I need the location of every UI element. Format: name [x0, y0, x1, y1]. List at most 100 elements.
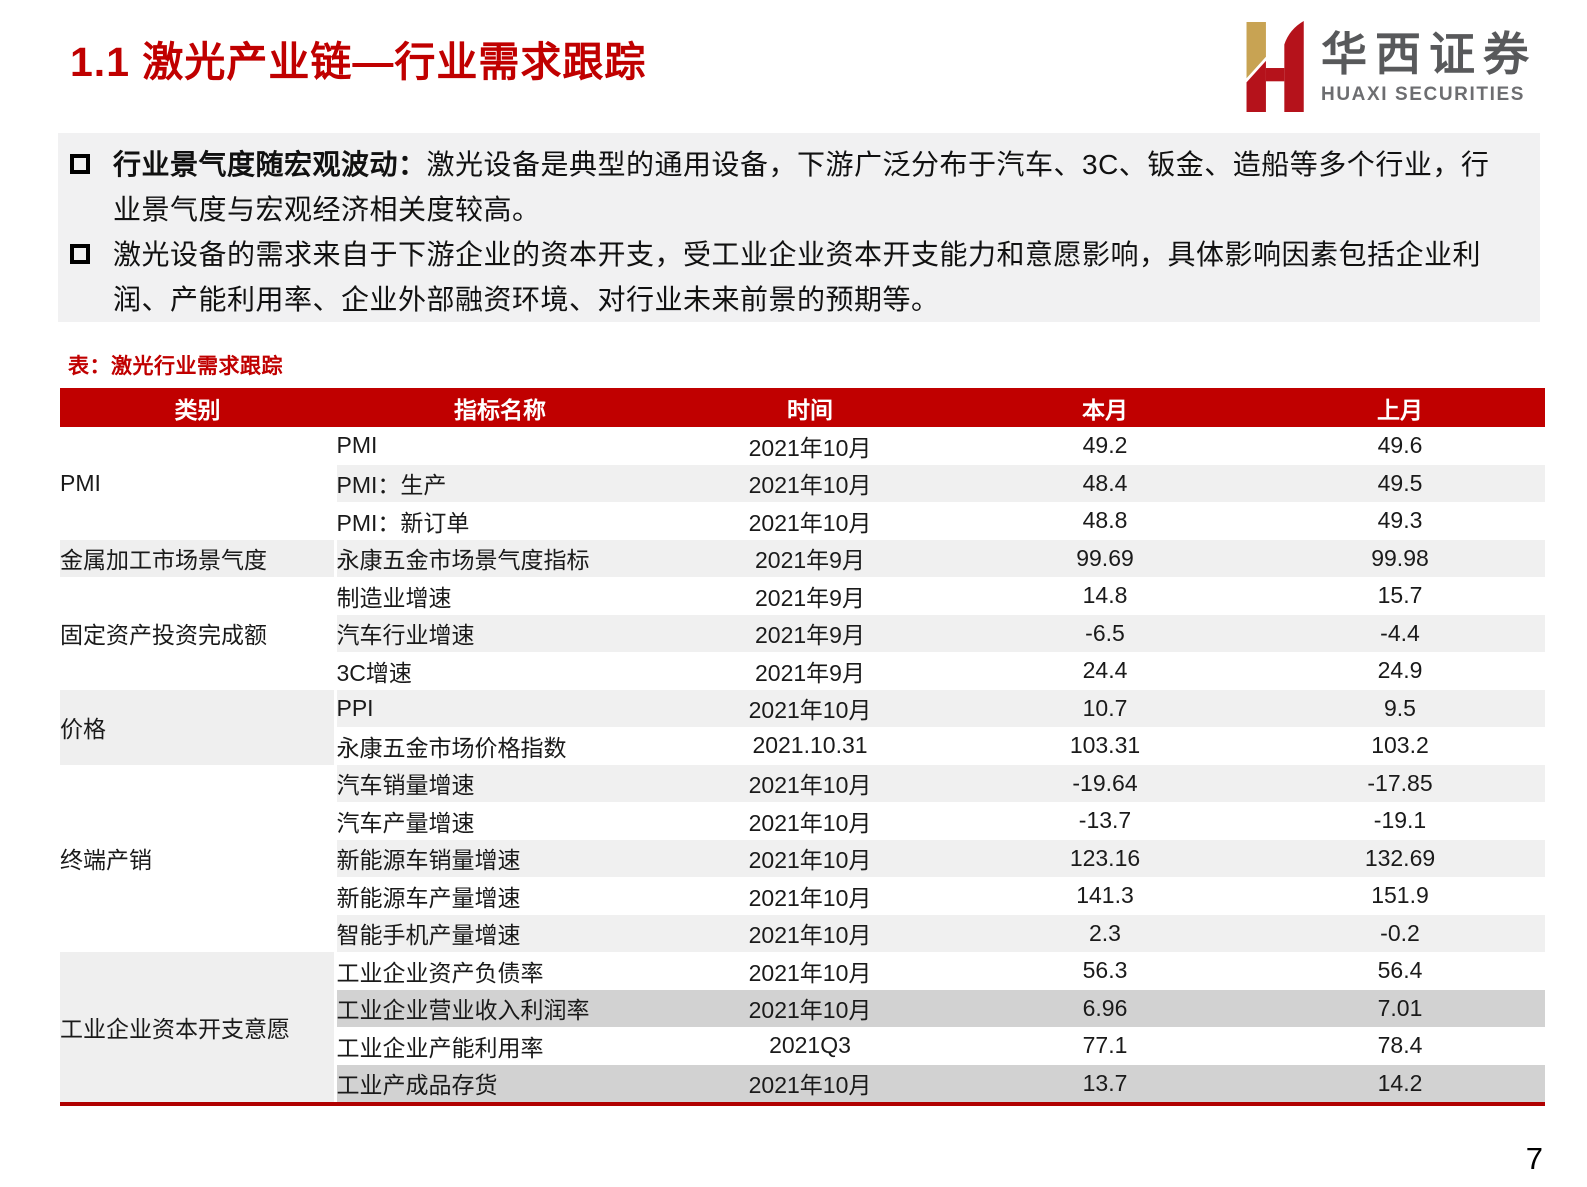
- huaxi-logo: 华西证券 HUAXI SECURITIES: [1233, 20, 1537, 114]
- summary-panel: 行业景气度随宏观波动：激光设备是典型的通用设备，下游广泛分布于汽车、3C、钣金、…: [58, 133, 1540, 322]
- current-month-cell: 2.3: [955, 914, 1255, 952]
- current-month-cell: 48.8: [955, 502, 1255, 540]
- previous-month-cell: 78.4: [1255, 1027, 1545, 1065]
- table-row: 工业企业资本开支意愿 工业企业资产负债率 2021年10月 56.3 56.4: [60, 952, 1545, 1102]
- time-cell: 2021年9月: [665, 539, 955, 577]
- current-month-cell: 10.7: [955, 689, 1255, 727]
- previous-month-cell: 103.2: [1255, 727, 1545, 765]
- huaxi-logo-text: 华西证券 HUAXI SECURITIES: [1321, 27, 1537, 107]
- category-cell: PMI: [60, 427, 337, 540]
- demand-table-wrap: 类别 指标名称 时间 本月 上月 PMI PMI 2021年10月 49.2 49.6 P…: [60, 388, 1545, 1106]
- bullet-text: 行业景气度随宏观波动：激光设备是典型的通用设备，下游广泛分布于汽车、3C、钣金、…: [113, 142, 1502, 232]
- previous-month-cell: 15.7: [1255, 577, 1545, 615]
- category-cell: 固定资产投资完成额: [60, 577, 337, 690]
- table-header: 类别 指标名称 时间 本月 上月: [60, 388, 1545, 427]
- indicator-cell: 汽车销量增速: [335, 764, 665, 802]
- header-category: 类别: [60, 388, 335, 427]
- previous-month-cell: 14.2: [1255, 1064, 1545, 1102]
- demand-table: 类别 指标名称 时间 本月 上月 PMI PMI 2021年10月 49.2 49.6 P…: [60, 388, 1547, 1102]
- previous-month-cell: 49.6: [1255, 427, 1545, 465]
- indicator-cell: 工业产成品存货: [335, 1064, 665, 1102]
- table-row: 汽车行业增速 2021年9月 -6.5 -4.4: [60, 614, 1545, 652]
- time-cell: 2021.10.31: [665, 727, 955, 765]
- category-cell: 终端产销: [60, 764, 337, 952]
- previous-month-cell: -19.1: [1255, 802, 1545, 840]
- category-cell: 价格: [60, 689, 337, 765]
- table-row: 终端产销 汽车销量增速 2021年10月 -19.64 -17.85: [60, 764, 1545, 952]
- indicator-cell: PMI: [335, 427, 665, 465]
- table-row: 新能源车销量增速 2021年10月 123.16 132.69: [60, 839, 1545, 877]
- time-cell: 2021年10月: [665, 427, 955, 465]
- current-month-cell: -19.64: [955, 764, 1255, 802]
- page-number: 7: [1525, 1141, 1543, 1176]
- time-cell: 2021年10月: [665, 802, 955, 840]
- time-cell: 2021年9月: [665, 614, 955, 652]
- previous-month-cell: 49.3: [1255, 502, 1545, 540]
- category-cell: 金属加工市场景气度: [60, 539, 337, 577]
- time-cell: 2021年10月: [665, 502, 955, 540]
- current-month-cell: 56.3: [955, 952, 1255, 990]
- previous-month-cell: -4.4: [1255, 614, 1545, 652]
- current-month-cell: 77.1: [955, 1027, 1255, 1065]
- page-title: 1.1 激光产业链—行业需求跟踪: [70, 39, 647, 85]
- current-month-cell: 6.96: [955, 989, 1255, 1027]
- current-month-cell: 103.31: [955, 727, 1255, 765]
- indicator-cell: 汽车行业增速: [335, 614, 665, 652]
- time-cell: 2021年10月: [665, 1064, 955, 1102]
- time-cell: 2021年10月: [665, 952, 955, 990]
- table-row: PMI：生产 2021年10月 48.4 49.5: [60, 464, 1545, 502]
- indicator-cell: 3C增速: [335, 652, 665, 690]
- time-cell: 2021年9月: [665, 652, 955, 690]
- time-cell: 2021年10月: [665, 877, 955, 915]
- previous-month-cell: -0.2: [1255, 914, 1545, 952]
- indicator-cell: PMI：生产: [335, 464, 665, 502]
- header-time: 时间: [665, 388, 955, 427]
- header-previous-month: 上月: [1255, 388, 1545, 427]
- current-month-cell: 123.16: [955, 839, 1255, 877]
- time-cell: 2021年10月: [665, 914, 955, 952]
- table-row: 智能手机产量增速 2021年10月 2.3 -0.2: [60, 914, 1545, 952]
- header-current-month: 本月: [955, 388, 1255, 427]
- table-row: PMI：新订单 2021年10月 48.8 49.3: [60, 502, 1545, 540]
- previous-month-cell: 99.98: [1255, 539, 1545, 577]
- current-month-cell: 48.4: [955, 464, 1255, 502]
- table-row: 工业企业营业收入利润率 2021年10月 6.96 7.01: [60, 989, 1545, 1027]
- header-indicator: 指标名称: [335, 388, 665, 427]
- indicator-cell: 新能源车销量增速: [335, 839, 665, 877]
- bullet-square-icon: [70, 244, 90, 264]
- table-row: 工业企业产能利用率 2021Q3 77.1 78.4: [60, 1027, 1545, 1065]
- previous-month-cell: 7.01: [1255, 989, 1545, 1027]
- bullet-square-icon: [70, 154, 90, 174]
- bullet-item: 行业景气度随宏观波动：激光设备是典型的通用设备，下游广泛分布于汽车、3C、钣金、…: [70, 142, 1502, 232]
- previous-month-cell: 49.5: [1255, 464, 1545, 502]
- time-cell: 2021年10月: [665, 689, 955, 727]
- indicator-cell: 永康五金市场价格指数: [335, 727, 665, 765]
- previous-month-cell: 56.4: [1255, 952, 1545, 990]
- indicator-cell: 工业企业产能利用率: [335, 1027, 665, 1065]
- current-month-cell: -13.7: [955, 802, 1255, 840]
- current-month-cell: 49.2: [955, 427, 1255, 465]
- table-caption: 表：激光行业需求跟踪: [68, 355, 283, 378]
- current-month-cell: 13.7: [955, 1064, 1255, 1102]
- indicator-cell: PPI: [335, 689, 665, 727]
- previous-month-cell: 151.9: [1255, 877, 1545, 915]
- table-row: 新能源车产量增速 2021年10月 141.3 151.9: [60, 877, 1545, 915]
- time-cell: 2021年9月: [665, 577, 955, 615]
- time-cell: 2021Q3: [665, 1027, 955, 1065]
- category-cell: 工业企业资本开支意愿: [60, 952, 337, 1102]
- previous-month-cell: 132.69: [1255, 839, 1545, 877]
- current-month-cell: 14.8: [955, 577, 1255, 615]
- time-cell: 2021年10月: [665, 764, 955, 802]
- table-row: 汽车产量增速 2021年10月 -13.7 -19.1: [60, 802, 1545, 840]
- table-row: 金属加工市场景气度 永康五金市场景气度指标 2021年9月 99.69 99.98: [60, 539, 1545, 577]
- indicator-cell: 工业企业营业收入利润率: [335, 989, 665, 1027]
- logo-en-label: HUAXI SECURITIES: [1321, 84, 1526, 105]
- current-month-cell: 99.69: [955, 539, 1255, 577]
- previous-month-cell: 9.5: [1255, 689, 1545, 727]
- logo-cn-label: 华西证券: [1321, 29, 1537, 80]
- previous-month-cell: 24.9: [1255, 652, 1545, 690]
- bullet-item: 激光设备的需求来自于下游企业的资本开支，受工业企业资本开支能力和意愿影响，具体影…: [70, 232, 1502, 322]
- bullet-lead: 行业景气度随宏观波动：: [113, 149, 427, 180]
- time-cell: 2021年10月: [665, 839, 955, 877]
- previous-month-cell: -17.85: [1255, 764, 1545, 802]
